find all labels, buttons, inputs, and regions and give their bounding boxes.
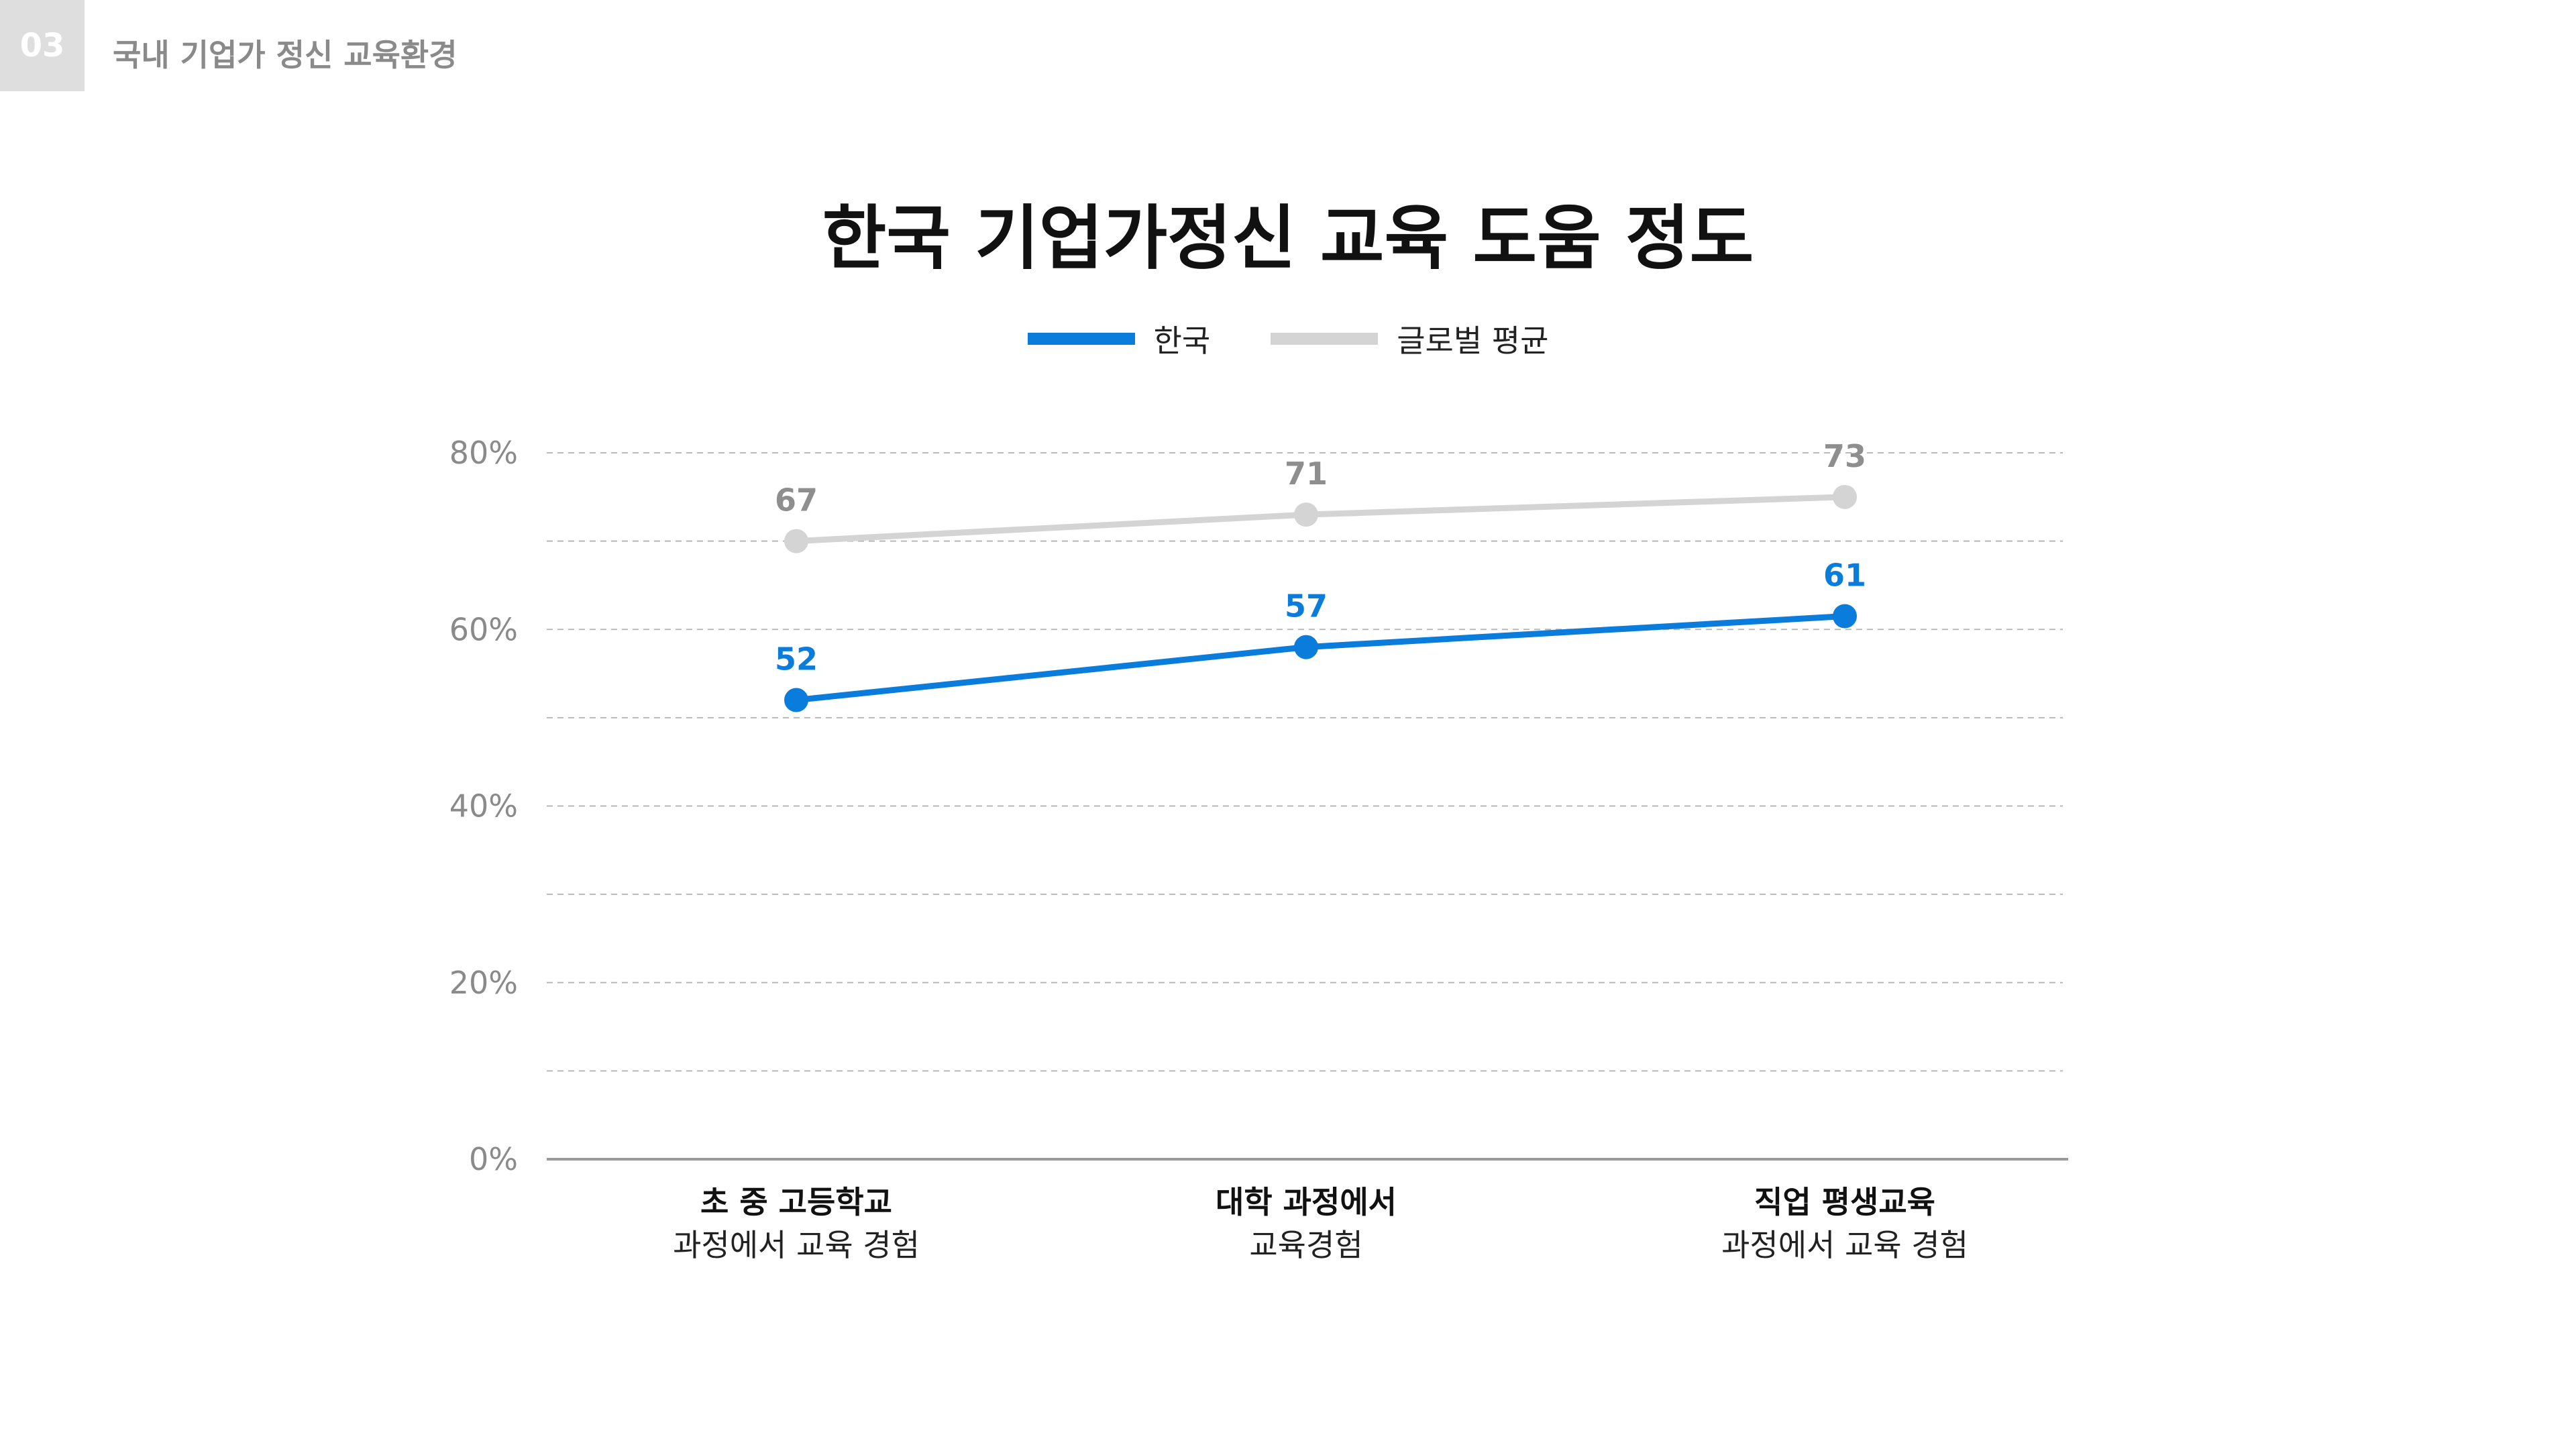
chart-legend: 한국 글로벌 평균 [0,317,2576,361]
legend-item-global: 글로벌 평균 [1271,317,1548,361]
data-label-korea: 57 [1285,588,1328,625]
data-label-korea: 61 [1823,557,1866,594]
legend-label-korea: 한국 [1153,323,1211,359]
series-line-global [796,494,1845,545]
category-label-line2: 교육경험 [1249,1227,1363,1263]
category-label-line2: 과정에서 교육 경험 [673,1227,920,1263]
category-label-line1: 초 중 고등학교 [700,1184,892,1220]
data-point-korea [1294,635,1318,659]
section-number-badge: 03 [0,0,85,91]
data-point-korea [1833,604,1857,629]
category-label-university: 대학 과정에서 교육경험 [1118,1181,1494,1267]
data-label-global: 67 [775,482,818,519]
y-tick-label: 40% [449,788,518,824]
chart-title: 한국 기업가정신 교육 도움 정도 [822,197,1754,279]
legend-swatch-korea [1027,333,1135,345]
legend-swatch-global [1271,333,1379,345]
y-tick-label: 80% [449,435,518,471]
category-label-line1: 대학 과정에서 [1216,1184,1397,1220]
y-tick-label: 60% [449,611,518,647]
category-label-lifelong: 직업 평생교육 과정에서 교육 경험 [1657,1181,2033,1267]
data-label-global: 73 [1823,438,1866,474]
category-label-school: 초 중 고등학교 과정에서 교육 경험 [608,1181,984,1267]
data-point-global [1833,484,1857,509]
y-tick-label: 20% [449,965,518,1001]
data-point-korea [784,688,808,712]
category-label-line1: 직업 평생교육 [1754,1184,1935,1220]
data-point-global [1294,502,1318,527]
data-label-korea: 52 [775,641,818,678]
legend-item-korea: 한국 [1027,317,1211,361]
data-label-global: 71 [1285,455,1328,492]
section-title: 국내 기업가 정신 교육환경 [113,37,458,73]
y-tick-label: 0% [469,1141,518,1177]
data-point-global [784,529,808,553]
legend-label-global: 글로벌 평균 [1397,323,1549,359]
section-number: 03 [19,27,65,64]
category-label-line2: 과정에서 교육 경험 [1721,1227,1968,1263]
